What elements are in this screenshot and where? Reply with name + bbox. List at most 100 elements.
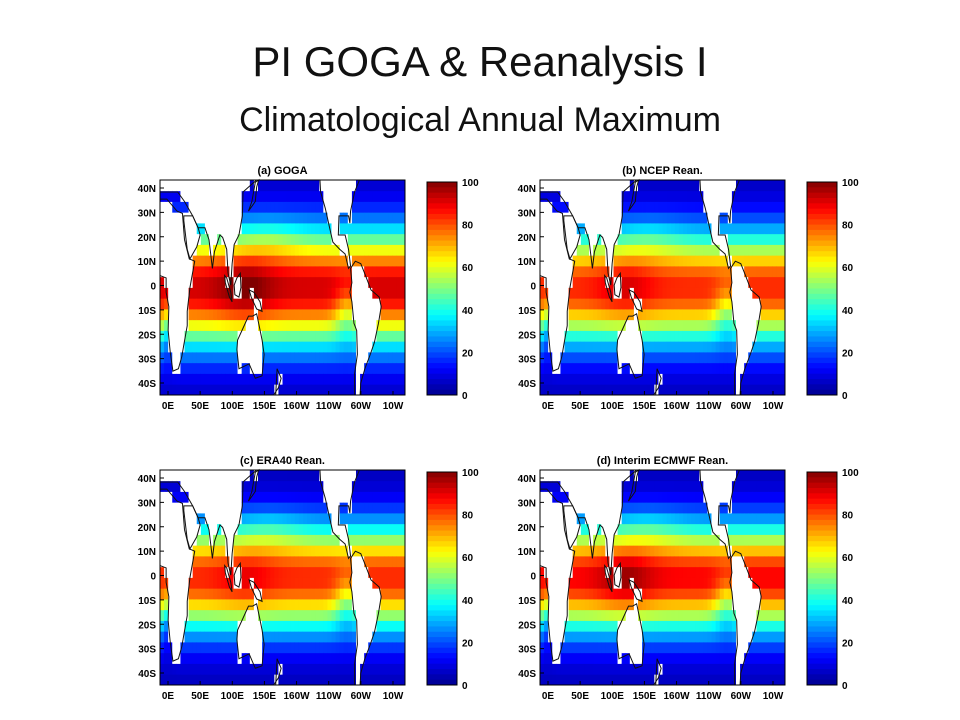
heatmap-cell [204,319,210,331]
land-cell [552,620,557,632]
heatmap-cell [360,244,365,256]
heatmap-cell [253,674,259,686]
heatmap-cell [241,545,247,557]
heatmap-cell [356,212,361,224]
land-cell [756,599,761,611]
heatmap-cell [662,384,667,396]
heatmap-cell [368,362,373,374]
heatmap-cell [670,674,676,686]
land-cell [544,255,549,267]
heatmap-cell [323,588,328,600]
colorbar-segment [427,589,457,595]
heatmap-cell [233,255,238,267]
y-tick-label: 30S [138,355,156,366]
heatmap-cell [229,663,234,675]
heatmap-cell [286,491,292,503]
land-cell [617,631,623,643]
land-cell [597,513,602,525]
colorbar-segment [427,626,457,633]
heatmap-cell [695,309,700,321]
heatmap-cell [270,223,275,235]
heatmap-cell [298,631,304,643]
heatmap-cell [274,287,279,299]
heatmap-cell [356,513,361,525]
heatmap-cell [682,470,688,482]
heatmap-cell [662,480,667,492]
land-cell [617,480,623,492]
heatmap-cell [343,330,349,342]
heatmap-cell [270,276,275,288]
heatmap-cell [593,545,598,557]
land-cell [237,352,243,364]
heatmap-cell [392,298,398,310]
heatmap-cell [613,534,618,546]
heatmap-cell [682,642,688,654]
heatmap-cell [241,233,247,245]
heatmap-cell [699,223,704,235]
land-cell [564,266,569,278]
heatmap-cell [347,298,353,310]
heatmap-cell [204,674,210,686]
land-cell [723,491,729,503]
heatmap-cell [633,491,639,503]
heatmap-cell [311,352,316,364]
heatmap-cell [253,201,259,213]
colorbar-segment [427,384,457,391]
land-cell [176,341,181,353]
heatmap-cell [605,663,610,675]
heatmap-cell [311,255,316,267]
heatmap-cell [282,352,287,364]
land-cell [368,599,373,611]
heatmap-cell [670,545,676,557]
land-cell [172,298,177,310]
heatmap-cell [597,352,602,364]
heatmap-cell [221,631,226,643]
land-cell [364,298,369,310]
heatmap-cell [302,352,308,364]
heatmap-cell [258,201,263,213]
heatmap-cell [282,502,287,514]
heatmap-cell [564,642,569,654]
land-cell [740,599,745,611]
heatmap-cell [597,319,602,331]
land-cell [580,201,586,213]
heatmap-cell [384,577,390,589]
heatmap-cell [621,545,627,557]
heatmap-cell [360,523,365,535]
land-cell [164,201,169,213]
land-cell [172,631,177,643]
heatmap-cell [756,287,761,299]
heatmap-cell [776,287,782,299]
heatmap-cell [695,491,700,503]
heatmap-cell [756,319,761,331]
land-cell [331,513,336,525]
heatmap-cell [621,502,627,514]
heatmap-cell [568,373,574,385]
land-cell [621,352,627,364]
heatmap-cell [270,266,275,278]
heatmap-cell [744,556,749,568]
heatmap-cell [266,502,271,514]
heatmap-cell [695,255,700,267]
heatmap-cell [396,470,402,482]
heatmap-cell [351,244,357,256]
heatmap-cell [752,652,757,664]
heatmap-cell [540,588,545,600]
heatmap-cell [605,319,610,331]
heatmap-cell [298,276,304,288]
heatmap-cell [674,652,680,664]
land-cell [204,201,210,213]
heatmap-cell [731,513,737,525]
land-cell [633,652,639,664]
heatmap-cell [327,298,332,310]
heatmap-cell [164,663,169,675]
land-cell [253,588,259,600]
heatmap-cell [744,180,749,192]
heatmap-cell [307,609,312,621]
land-cell [564,588,569,600]
land-cell [564,255,569,267]
land-cell [364,309,369,321]
land-cell [241,341,247,353]
heatmap-cell [727,620,733,632]
heatmap-cell [736,480,741,492]
